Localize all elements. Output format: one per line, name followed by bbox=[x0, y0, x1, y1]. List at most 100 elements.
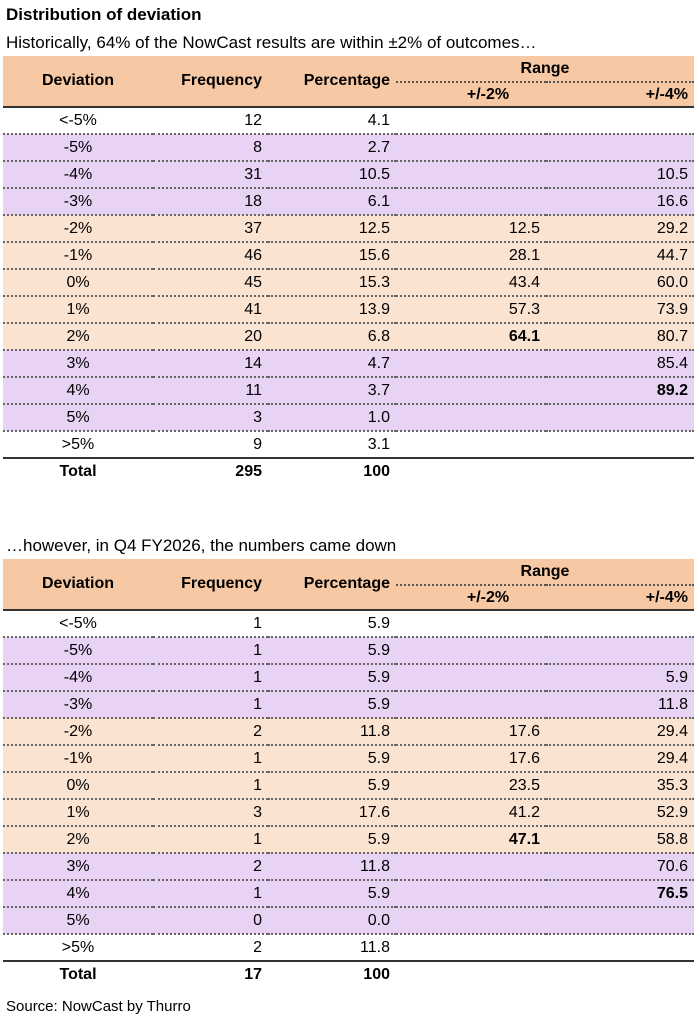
deviation-cell: 4% bbox=[3, 376, 153, 404]
range-2-cell: 17.6 bbox=[396, 717, 546, 745]
deviation-cell: >5% bbox=[3, 430, 153, 458]
deviation-cell: 1% bbox=[3, 798, 153, 826]
frequency-cell: 1 bbox=[153, 663, 268, 691]
total-percentage: 100 bbox=[268, 960, 396, 988]
table-row: 4% 11 3.7 89.2 bbox=[3, 376, 694, 404]
frequency-cell: 45 bbox=[153, 268, 268, 296]
table-row: -2% 37 12.5 12.5 29.2 bbox=[3, 214, 694, 242]
historical-deviation-table: Deviation Frequency Percentage Range +/-… bbox=[3, 56, 694, 485]
range-header: Range bbox=[396, 56, 694, 83]
deviation-cell: 0% bbox=[3, 771, 153, 799]
range-4-cell bbox=[546, 403, 694, 431]
table-body: <-5% 1 5.9 -5% 1 5.9 -4% 1 5.9 5.9 -3% 1 5.9 11.8 -2% 2… bbox=[3, 609, 694, 988]
table-row: -3% 18 6.1 16.6 bbox=[3, 187, 694, 215]
range-4-cell: 52.9 bbox=[546, 798, 694, 826]
header-row-bottom: +/-2% +/-4% bbox=[3, 585, 694, 610]
range-4-cell: 16.6 bbox=[546, 187, 694, 215]
range-2-cell bbox=[396, 430, 546, 458]
frequency-cell: 11 bbox=[153, 376, 268, 404]
percentage-cell: 5.9 bbox=[268, 771, 396, 799]
range-2-cell: 12.5 bbox=[396, 214, 546, 242]
range-2-cell bbox=[396, 106, 546, 134]
table-row: 5% 3 1.0 bbox=[3, 403, 694, 431]
percentage-cell: 2.7 bbox=[268, 133, 396, 161]
range-2-cell bbox=[396, 187, 546, 215]
range-4-cell: 76.5 bbox=[546, 879, 694, 907]
frequency-header: Frequency bbox=[153, 559, 268, 610]
deviation-cell: 1% bbox=[3, 295, 153, 323]
deviation-cell: 5% bbox=[3, 403, 153, 431]
q4-deviation-table: Deviation Frequency Percentage Range +/-… bbox=[3, 559, 694, 988]
range-2-cell bbox=[396, 690, 546, 718]
range-2-cell bbox=[396, 376, 546, 404]
subtitle-q4: …however, in Q4 FY2026, the numbers came… bbox=[6, 536, 397, 555]
frequency-cell: 18 bbox=[153, 187, 268, 215]
frequency-cell: 37 bbox=[153, 214, 268, 242]
percentage-cell: 13.9 bbox=[268, 295, 396, 323]
range-4-cell: 29.4 bbox=[546, 717, 694, 745]
range-4-cell bbox=[546, 933, 694, 961]
range-2-cell bbox=[396, 349, 546, 377]
deviation-cell: -2% bbox=[3, 214, 153, 242]
total-empty bbox=[396, 960, 546, 988]
percentage-cell: 17.6 bbox=[268, 798, 396, 826]
table-row: 0% 45 15.3 43.4 60.0 bbox=[3, 268, 694, 296]
range-4-cell: 60.0 bbox=[546, 268, 694, 296]
header-row-bottom: +/-2% +/-4% bbox=[3, 82, 694, 107]
frequency-cell: 12 bbox=[153, 106, 268, 134]
total-frequency: 295 bbox=[153, 457, 268, 485]
table-row: 1% 3 17.6 41.2 52.9 bbox=[3, 798, 694, 826]
frequency-cell: 3 bbox=[153, 403, 268, 431]
percentage-cell: 6.1 bbox=[268, 187, 396, 215]
percentage-header: Percentage bbox=[268, 56, 396, 107]
total-frequency: 17 bbox=[153, 960, 268, 988]
total-empty bbox=[396, 457, 546, 485]
range-4-cell: 70.6 bbox=[546, 852, 694, 880]
range-2-cell bbox=[396, 403, 546, 431]
range-4-cell: 5.9 bbox=[546, 663, 694, 691]
percentage-cell: 5.9 bbox=[268, 744, 396, 772]
percentage-cell: 5.9 bbox=[268, 825, 396, 853]
frequency-cell: 41 bbox=[153, 295, 268, 323]
percentage-header: Percentage bbox=[268, 559, 396, 610]
range-4-cell bbox=[546, 133, 694, 161]
deviation-cell: -2% bbox=[3, 717, 153, 745]
table-row: 5% 0 0.0 bbox=[3, 906, 694, 934]
frequency-cell: 1 bbox=[153, 609, 268, 637]
percentage-cell: 15.3 bbox=[268, 268, 396, 296]
deviation-cell: 3% bbox=[3, 852, 153, 880]
range-2-cell: 23.5 bbox=[396, 771, 546, 799]
frequency-cell: 1 bbox=[153, 825, 268, 853]
range-4-cell bbox=[546, 106, 694, 134]
range-header: Range bbox=[396, 559, 694, 586]
deviation-header: Deviation bbox=[3, 56, 153, 107]
table-row: -1% 46 15.6 28.1 44.7 bbox=[3, 241, 694, 269]
frequency-cell: 9 bbox=[153, 430, 268, 458]
percentage-cell: 15.6 bbox=[268, 241, 396, 269]
percentage-cell: 12.5 bbox=[268, 214, 396, 242]
range-2-cell: 43.4 bbox=[396, 268, 546, 296]
deviation-cell: >5% bbox=[3, 933, 153, 961]
deviation-cell: 5% bbox=[3, 906, 153, 934]
range-2-header: +/-2% bbox=[396, 82, 546, 107]
deviation-cell: 4% bbox=[3, 879, 153, 907]
frequency-cell: 1 bbox=[153, 879, 268, 907]
frequency-cell: 2 bbox=[153, 717, 268, 745]
range-2-cell bbox=[396, 663, 546, 691]
table-row: -1% 1 5.9 17.6 29.4 bbox=[3, 744, 694, 772]
range-4-header: +/-4% bbox=[546, 82, 694, 107]
frequency-cell: 0 bbox=[153, 906, 268, 934]
range-2-header: +/-2% bbox=[396, 585, 546, 610]
deviation-cell: -5% bbox=[3, 133, 153, 161]
total-row: Total 295 100 bbox=[3, 457, 694, 485]
total-empty bbox=[546, 960, 694, 988]
range-2-cell: 41.2 bbox=[396, 798, 546, 826]
range-4-cell: 89.2 bbox=[546, 376, 694, 404]
deviation-cell: 0% bbox=[3, 268, 153, 296]
range-2-cell bbox=[396, 133, 546, 161]
frequency-cell: 14 bbox=[153, 349, 268, 377]
range-2-cell bbox=[396, 933, 546, 961]
table-row: -4% 31 10.5 10.5 bbox=[3, 160, 694, 188]
percentage-cell: 3.1 bbox=[268, 430, 396, 458]
table-row: <-5% 12 4.1 bbox=[3, 106, 694, 134]
